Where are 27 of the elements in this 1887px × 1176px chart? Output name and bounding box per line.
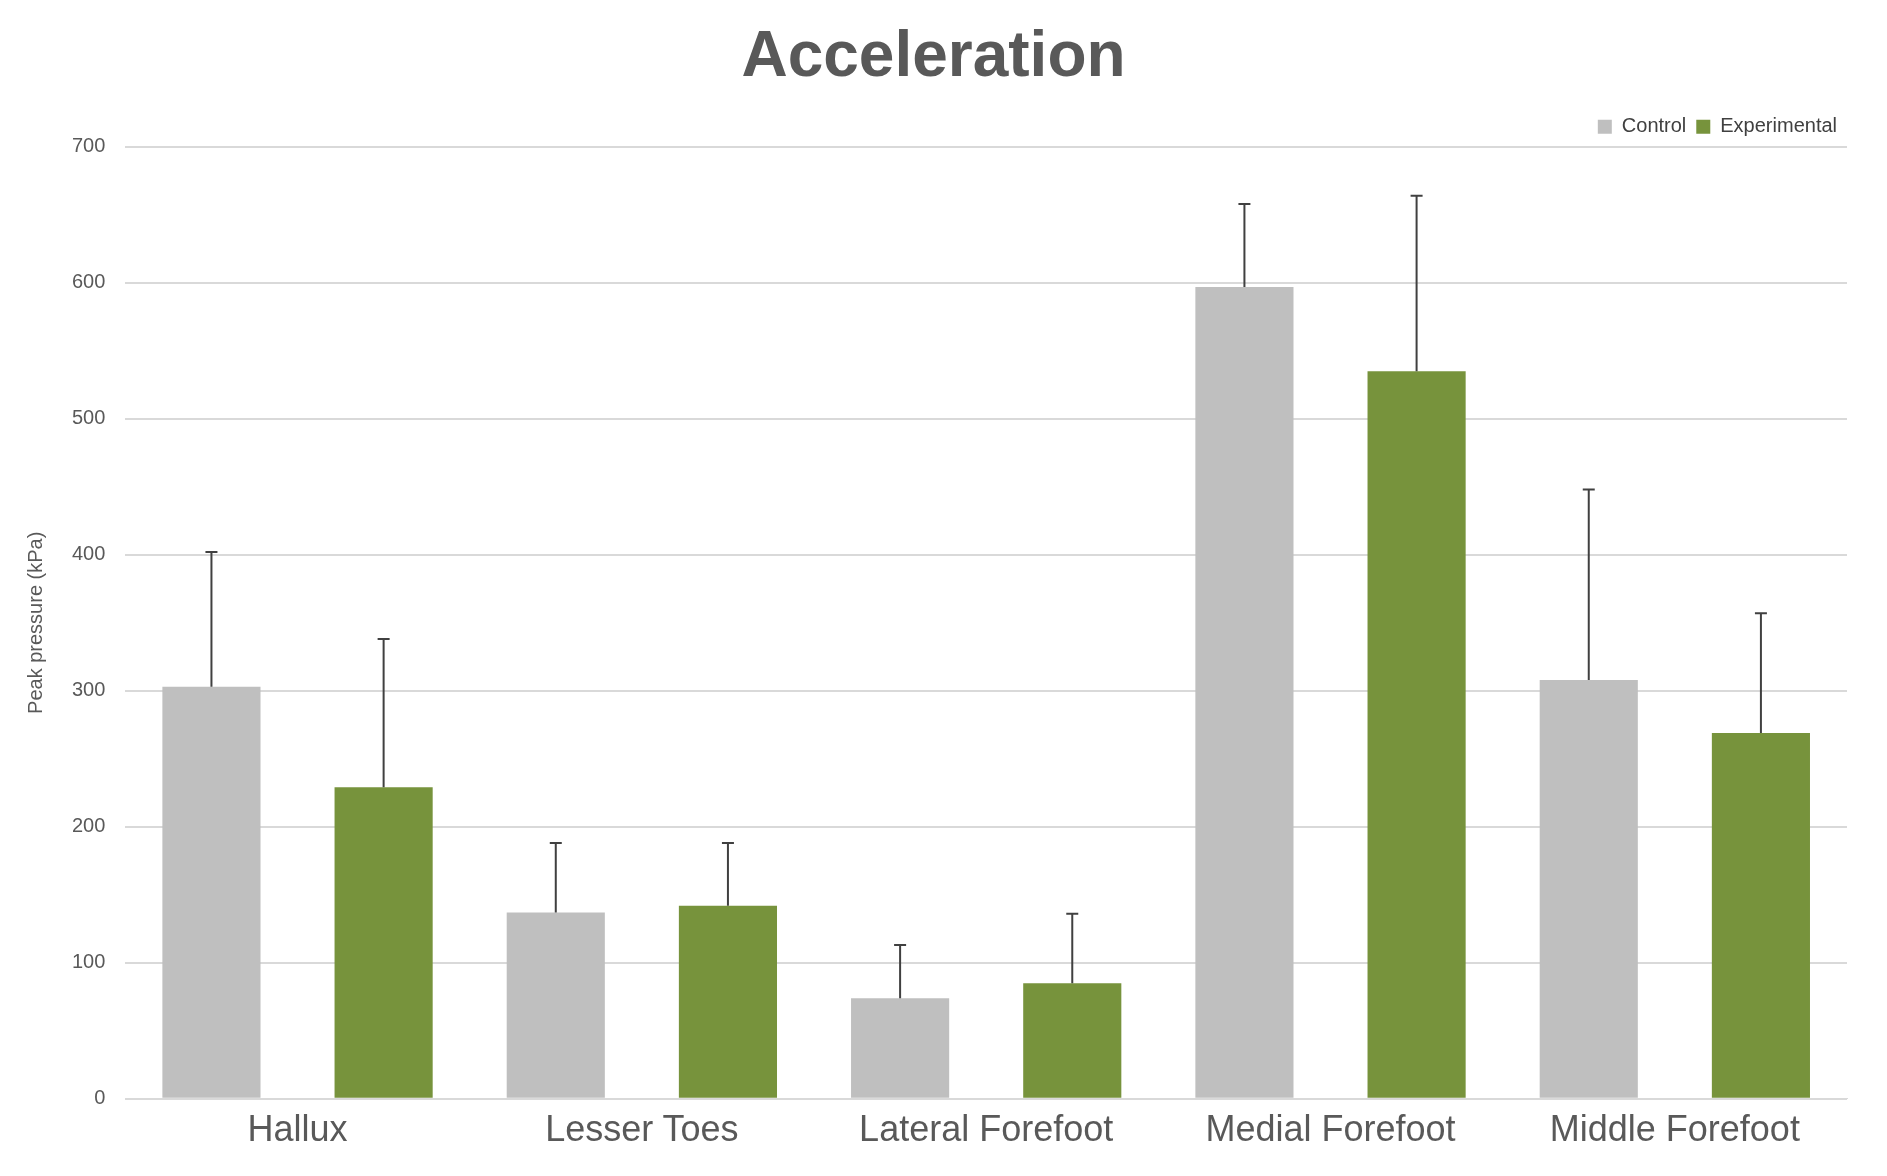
y-tick-label: 300 [71, 678, 106, 701]
legend-label: Experimental [1720, 114, 1837, 137]
x-tick-label: Lesser Toes [545, 1108, 739, 1150]
bar [1539, 679, 1638, 1098]
x-tick-label: Middle Forefoot [1549, 1108, 1800, 1150]
bar [506, 912, 605, 1098]
chart-title: Acceleration [741, 18, 1126, 91]
bar [1711, 732, 1810, 1098]
legend-label: Control [1621, 114, 1687, 137]
y-tick-label: 700 [71, 134, 106, 157]
y-tick-label: 200 [71, 814, 106, 837]
x-tick-label: Medial Forefoot [1205, 1108, 1456, 1150]
bar [851, 998, 950, 1098]
y-axis-title: Peak pressure (kPa) [23, 531, 46, 714]
y-tick-label: 100 [71, 950, 106, 973]
y-tick-label: 400 [71, 542, 106, 565]
bar [1367, 371, 1466, 1098]
bar [1195, 286, 1294, 1098]
bar [334, 787, 433, 1098]
bar [1023, 983, 1122, 1098]
y-tick-label: 500 [71, 406, 106, 429]
y-tick-label: 0 [94, 1086, 106, 1109]
x-tick-label: Lateral Forefoot [859, 1108, 1114, 1150]
x-tick-label: Hallux [247, 1108, 348, 1150]
bar [678, 905, 778, 1098]
bar [162, 686, 261, 1098]
y-tick-label: 600 [71, 270, 106, 293]
